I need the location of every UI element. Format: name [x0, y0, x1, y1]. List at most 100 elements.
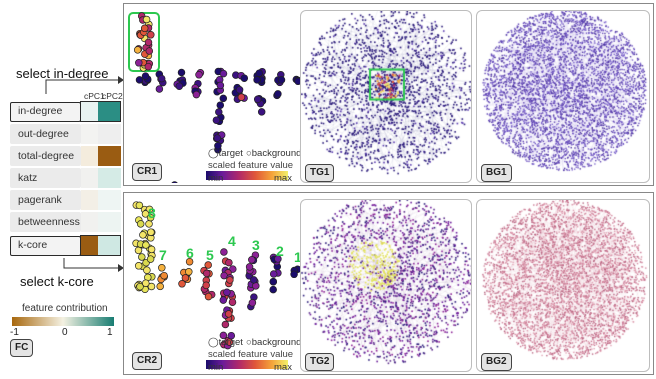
bg2-view[interactable]: BG2 — [476, 199, 650, 372]
cr2-legend-min: min — [208, 362, 224, 372]
k-core-arrow-line — [63, 258, 118, 269]
select-in-degree-label: select in-degree — [16, 66, 109, 81]
scatter-point — [142, 241, 150, 249]
scatter-point — [134, 246, 143, 255]
cr2-legend-target: ◯target — [208, 337, 243, 348]
core-number-label: 7 — [159, 247, 167, 263]
scatter-point — [227, 331, 236, 340]
feature-k-core[interactable]: k-core — [10, 236, 81, 256]
scatter-point — [248, 256, 256, 264]
scatter-point — [269, 277, 278, 286]
core-number-label: 4 — [228, 233, 236, 249]
scatter-point — [134, 262, 143, 270]
scatter-point — [146, 213, 155, 222]
scatter-point — [136, 282, 144, 291]
feature-katz[interactable]: katz — [10, 168, 81, 188]
scatter-point — [215, 108, 223, 116]
selection-arrows — [45, 76, 124, 272]
scatter-point — [219, 331, 228, 340]
feature-pagerank[interactable]: pagerank — [10, 190, 81, 210]
scatter-point — [145, 47, 154, 55]
bg1-view[interactable]: BG1 — [476, 10, 650, 183]
scatter-point — [143, 266, 151, 274]
feature-betweenness[interactable]: betweenness — [10, 212, 81, 232]
cpc2-cell-total-degree — [98, 146, 121, 166]
cpc2-cell-pagerank — [98, 190, 121, 210]
scatter-point — [216, 81, 225, 90]
cr2-legend-max: max — [274, 362, 292, 372]
scatter-point — [277, 76, 286, 84]
cbar-tick-max: 1 — [107, 327, 113, 338]
selected-cells-outline — [80, 101, 121, 122]
scatter-point — [204, 292, 213, 301]
scatter-point — [133, 46, 142, 54]
col-header-cpc2: cPC2 — [102, 91, 123, 101]
cr1-scatter — [128, 12, 300, 183]
scatter-point — [216, 101, 225, 109]
scatter-point — [185, 268, 193, 276]
scatter-point — [142, 279, 150, 287]
scatter-point — [224, 310, 233, 318]
scatter-point — [228, 298, 237, 306]
scatter-point — [175, 82, 184, 90]
in-degree-arrowhead — [118, 76, 124, 84]
feature-out-degree[interactable]: out-degree — [10, 124, 81, 144]
scatter-point — [214, 142, 222, 150]
scatter-point — [235, 86, 244, 94]
cr2-tag: CR2 — [132, 352, 163, 370]
col-header-cpc1: cPC1 — [84, 91, 105, 101]
feature-total-degree[interactable]: total-degree — [10, 146, 81, 166]
feature-contribution-label: feature contribution — [22, 303, 108, 314]
scatter-point — [136, 220, 145, 228]
cr2-legend-title: scaled feature value — [208, 349, 294, 360]
scatter-point — [213, 134, 222, 142]
core-number-label: 1 — [294, 249, 300, 265]
cr1-legend-background: ○background — [246, 148, 300, 159]
cr2-scatter — [132, 201, 300, 350]
scatter-point — [250, 276, 258, 284]
scatter-point — [135, 201, 144, 210]
cr1-legend-target: ◯target — [208, 148, 243, 159]
scatter-point — [269, 270, 278, 278]
scatter-point — [248, 299, 257, 307]
bg2-tag: BG2 — [481, 353, 512, 371]
scatter-point — [144, 38, 153, 47]
tg1-graph — [301, 11, 471, 182]
scatter-point — [135, 59, 143, 67]
tg2-view[interactable]: TG2 — [300, 199, 472, 372]
cr1-legend-gradient — [206, 171, 288, 180]
scatter-point — [158, 264, 166, 272]
scatter-point — [257, 108, 266, 116]
scatter-point — [192, 90, 201, 99]
scatter-point — [204, 261, 212, 269]
scatter-point — [177, 68, 186, 77]
scatter-point — [157, 74, 166, 83]
tg2-graph — [301, 200, 471, 371]
fc-tag: FC — [10, 339, 34, 357]
scatter-point — [219, 296, 228, 304]
scatter-point — [226, 276, 234, 284]
scatter-point — [212, 116, 221, 124]
feature-in-degree[interactable]: in-degree — [10, 102, 81, 122]
cr1-view[interactable]: ◯target ○background scaled feature value… — [128, 10, 300, 183]
scatter-point — [181, 274, 190, 282]
scatter-point — [269, 285, 277, 294]
scatter-point — [138, 253, 146, 261]
bg1-tag: BG1 — [481, 164, 512, 182]
scatter-point — [223, 288, 231, 297]
scatter-point — [145, 220, 153, 228]
scatter-point — [274, 90, 282, 98]
core-number-label: 6 — [186, 245, 194, 261]
scatter-point — [225, 258, 233, 267]
core-number-label: 3 — [252, 237, 260, 253]
scatter-point — [146, 255, 155, 263]
scatter-point — [290, 270, 298, 279]
scatter-point — [147, 31, 155, 39]
scatter-point — [255, 69, 264, 77]
tg1-view[interactable]: TG1 — [300, 10, 472, 183]
scatter-point — [219, 69, 228, 78]
feature-contribution-colorbar — [12, 317, 114, 326]
scatter-point — [139, 231, 147, 239]
